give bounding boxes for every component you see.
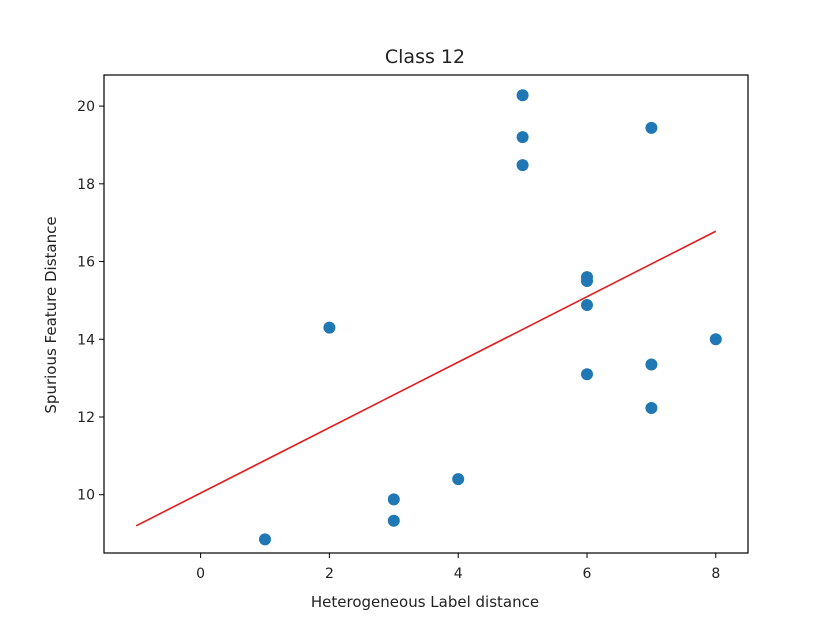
x-axis: 0 2 4 6 8	[196, 553, 720, 582]
data-point	[452, 473, 465, 486]
data-point	[387, 493, 400, 506]
y-tick-label: 16	[77, 255, 95, 271]
data-point	[516, 89, 529, 102]
axes-frame	[103, 74, 749, 554]
data-point	[709, 333, 722, 346]
plot-area	[103, 74, 749, 554]
data-point	[645, 121, 658, 134]
data-point	[259, 533, 271, 546]
data-point	[516, 131, 529, 144]
chart-title: Class 12	[385, 46, 465, 68]
y-tick-label: 12	[77, 410, 95, 426]
y-tick-label: 20	[77, 99, 95, 115]
regression-line	[135, 230, 717, 527]
x-tick-label: 8	[711, 566, 720, 582]
data-point	[387, 514, 400, 527]
y-tick-label: 18	[77, 177, 95, 193]
y-axis: 10 12 14 16 18 20	[77, 99, 104, 504]
data-point	[516, 159, 529, 172]
data-point	[323, 321, 336, 334]
y-tick-label: 10	[77, 488, 95, 504]
x-tick-label: 6	[583, 566, 592, 582]
data-point	[645, 402, 658, 415]
data-point	[581, 274, 593, 287]
y-axis-label: Spurious Feature Distance	[42, 216, 60, 413]
data-point	[581, 299, 593, 312]
x-tick-label: 0	[196, 566, 205, 582]
y-tick-label: 14	[77, 332, 95, 348]
x-axis-label: Heterogeneous Label distance	[311, 593, 539, 611]
data-points	[259, 89, 722, 546]
data-point	[581, 368, 593, 381]
x-tick-label: 4	[454, 566, 463, 582]
x-tick-label: 2	[325, 566, 334, 582]
data-point	[645, 358, 658, 371]
